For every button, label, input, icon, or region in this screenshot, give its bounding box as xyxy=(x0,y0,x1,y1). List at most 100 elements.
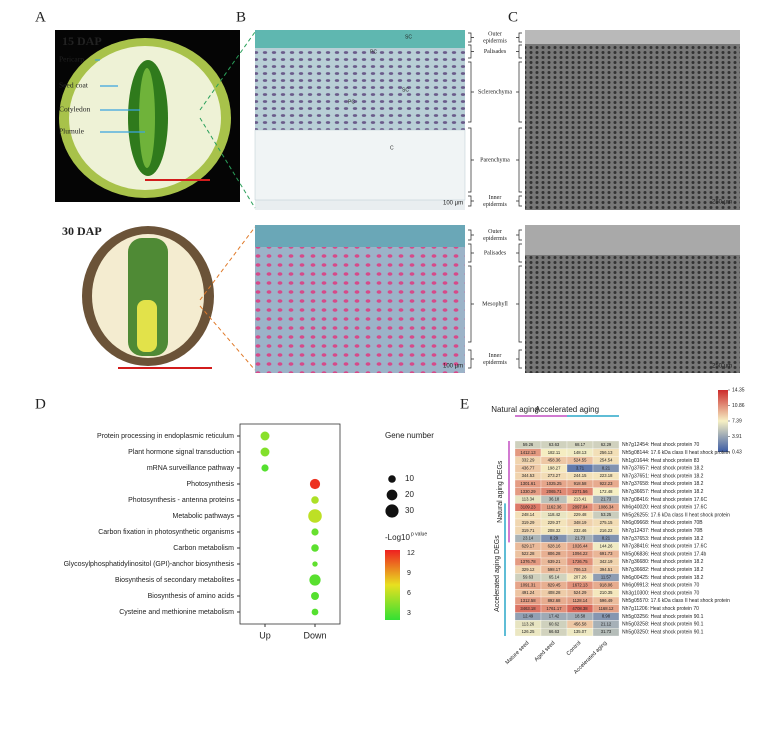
cell-value: 273.27 xyxy=(548,473,561,478)
y-tick-label: Cysteine and methionine metabolism xyxy=(119,609,234,616)
cell xyxy=(592,628,620,637)
color-tick-label: 3.91 xyxy=(732,434,742,440)
cell-value: 1162.36 xyxy=(547,504,562,509)
cell-value: 68.17 xyxy=(575,442,586,447)
cell-value: 223.18 xyxy=(600,473,613,478)
color-tick-label: 12 xyxy=(407,550,415,557)
legend-dot xyxy=(386,489,398,501)
cell-value: 2097.04 xyxy=(572,504,588,509)
cell-value: 208.32 xyxy=(548,528,561,533)
cell-value: 706.13 xyxy=(574,567,587,572)
y-tick-label: Metabolic pathways xyxy=(173,513,235,520)
brace xyxy=(516,229,522,241)
cell-value: 319.71 xyxy=(522,528,535,533)
cell-value: 126.25 xyxy=(522,629,535,634)
dot xyxy=(309,574,321,586)
cell-value: 66.63 xyxy=(549,629,560,634)
column-label: Aged seed xyxy=(534,640,557,663)
x-tick-label: Up xyxy=(259,630,271,640)
y-tick-label: mRNA surveillance pathway xyxy=(147,465,235,472)
photo-15dap xyxy=(55,30,240,202)
panel-letter: A xyxy=(35,9,46,25)
row-label: Nh6g40020: Heat shock protein 17.6C xyxy=(622,505,707,511)
cell-value: 62.29 xyxy=(601,442,612,447)
cell-value: 256.13 xyxy=(600,450,613,455)
column-group: Natural aging xyxy=(491,405,539,414)
cell-value: 922.23 xyxy=(600,481,613,486)
cell-value: 118.42 xyxy=(548,512,561,517)
cell-value: 458.36 xyxy=(548,458,561,463)
cell-value: 23.14 xyxy=(523,536,534,541)
legend-dot xyxy=(388,475,396,483)
cell-value: 628.16 xyxy=(548,543,561,548)
legend-label: 20 xyxy=(405,490,414,499)
color-tick-label: 9 xyxy=(407,570,411,577)
cell-value: 491.24 xyxy=(522,590,535,595)
cell-value: 1091.31 xyxy=(520,582,536,587)
panel-letter: C xyxy=(508,9,518,25)
row-label: Nh6g09668: Heat shock protein 70B xyxy=(622,520,703,526)
zoom-line xyxy=(199,31,256,111)
cell-value: 629.17 xyxy=(522,543,535,548)
layer-label: Outer xyxy=(488,31,502,37)
dot xyxy=(260,431,270,441)
cell-value: 59.26 xyxy=(523,442,534,447)
brace xyxy=(468,127,474,193)
legend-label: 30 xyxy=(405,506,414,515)
column-label: Control xyxy=(566,640,583,657)
layer-label: Palisades xyxy=(484,49,507,55)
panel-letter: B xyxy=(236,9,246,25)
layer-label: epidermis xyxy=(483,236,507,242)
column-group: Accelerated aging xyxy=(535,405,599,414)
legend-title: Gene number xyxy=(385,431,434,440)
cell-value: 342.19 xyxy=(600,559,613,564)
dot xyxy=(309,478,321,490)
layer-label: Mesophyll xyxy=(482,301,508,307)
brace xyxy=(516,61,522,123)
scale-bar-label: 250 µm xyxy=(712,364,732,370)
row-label: Nh1g01644: Heat shock protein 83 xyxy=(622,458,699,464)
cell-value: 21.73 xyxy=(601,497,612,502)
cell-value: 3109.23 xyxy=(520,504,536,509)
row-label: Nh5g05570: 17.6 kDa class II heat shock … xyxy=(622,598,730,604)
cell-value: 1726.75 xyxy=(572,559,588,564)
plot-frame xyxy=(239,423,341,625)
layer-label: epidermis xyxy=(483,38,507,44)
cell-value: 1376.78 xyxy=(520,559,536,564)
dot xyxy=(311,528,319,536)
row-label: Nh5g03258: Heat shock protein 90.1 xyxy=(622,622,704,628)
brace xyxy=(468,229,474,241)
cell-value: 182.11 xyxy=(548,450,561,455)
row-group: Accelerated aging DEGs xyxy=(494,535,501,612)
cell-value: 3.71 xyxy=(576,465,585,470)
brace xyxy=(516,127,522,193)
cell-value: 229.48 xyxy=(574,512,587,517)
cell-value: 806.28 xyxy=(548,551,561,556)
y-tick-label: Carbon fixation in photosynthetic organi… xyxy=(98,529,234,536)
row-label: Nh7g37658: Heat shock protein 18.2 xyxy=(622,481,704,487)
micrograph-b-bottom xyxy=(255,225,465,373)
cell-value: 348.19 xyxy=(574,520,587,525)
legend-title: -Log10 xyxy=(385,533,410,542)
cell-value: 1168.12 xyxy=(599,606,614,611)
heatmap-color-bar xyxy=(718,390,728,452)
cell-value: 332.29 xyxy=(522,458,535,463)
cell-value: 1761.17 xyxy=(546,606,562,611)
part-label: Cotyledon xyxy=(59,105,90,114)
cell-value: 21.12 xyxy=(601,621,612,626)
dot xyxy=(311,608,319,616)
cell-value: 11.57 xyxy=(601,575,612,580)
cell-value: 135.07 xyxy=(574,629,587,634)
cell-value: 408.28 xyxy=(548,590,561,595)
brace xyxy=(468,265,474,343)
stage-label: 15 DAP xyxy=(62,34,102,48)
cell-value: 148.13 xyxy=(574,450,587,455)
dot xyxy=(311,496,319,504)
row-label: Nh5g06836: Heat shock protein 17.4b xyxy=(622,551,706,557)
layer-label: Inner xyxy=(489,353,502,359)
cell-value: 207.26 xyxy=(574,575,587,580)
cell-value: 598.17 xyxy=(548,567,561,572)
cell-value: 639.21 xyxy=(548,559,561,564)
annotation: PC xyxy=(370,49,377,55)
